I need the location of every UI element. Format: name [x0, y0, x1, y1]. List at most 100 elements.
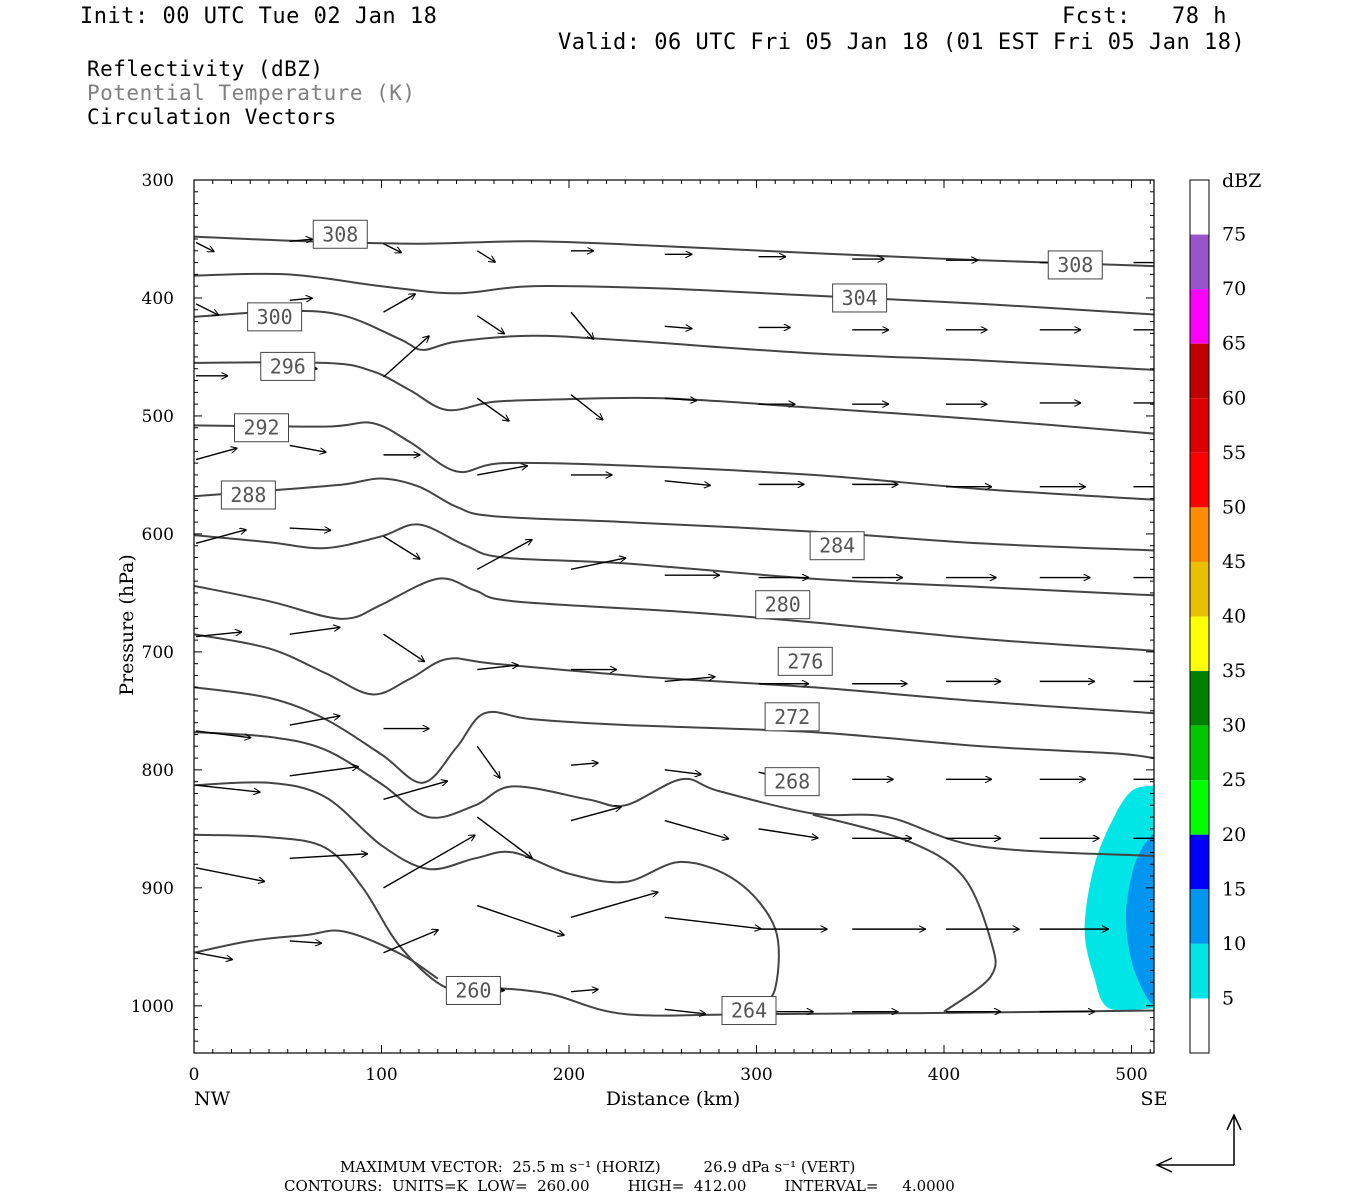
colorbar-label: 25 — [1222, 769, 1246, 791]
colorbar-swatch — [1190, 834, 1209, 890]
contour-label-box — [312, 219, 368, 249]
y-tick-label: 900 — [142, 879, 174, 899]
theta-contour-292 — [194, 421, 1154, 501]
reference-vector-icon — [1155, 1113, 1242, 1173]
y-tick-label: 1000 — [131, 997, 174, 1017]
theta-contour-288 — [194, 477, 1154, 552]
colorbar-swatch — [1190, 398, 1209, 453]
wind-vector — [570, 558, 626, 570]
colorbar-swatch — [1190, 452, 1209, 508]
colorbar-swatch — [1190, 507, 1209, 562]
colorbar-swatch — [1190, 616, 1209, 672]
wind-vector — [195, 952, 233, 960]
wind-vector — [570, 763, 599, 765]
wind-vector — [289, 854, 368, 860]
contour-label: 264 — [731, 999, 767, 1023]
x-tick-label: 200 — [553, 1065, 585, 1085]
y-tick-label: 600 — [142, 525, 174, 545]
contour-label-box — [220, 480, 276, 510]
field-reflectivity: Reflectivity (dBZ) — [87, 57, 324, 81]
colorbar-frame — [1189, 179, 1210, 1054]
wind-vector — [570, 311, 594, 340]
max-vector-note: MAXIMUM VECTOR: 25.5 m s⁻¹ (HORIZ) 26.9 … — [340, 1158, 856, 1176]
wind-vector — [289, 528, 331, 530]
contour-label-box — [809, 531, 865, 561]
contour-label: 288 — [230, 483, 266, 507]
x-axis-label: Distance (km) — [606, 1088, 741, 1110]
wind-vector — [477, 665, 518, 671]
colorbar-swatch — [1190, 343, 1209, 399]
wind-vector — [664, 398, 697, 400]
colorbar-swatch — [1190, 889, 1209, 944]
wind-vector — [195, 241, 214, 253]
y-tick-label: 800 — [142, 761, 174, 781]
wind-vector — [289, 627, 341, 635]
theta-contour-272 — [194, 686, 1154, 784]
colorbar-label: 45 — [1222, 551, 1246, 573]
contour-label-box — [247, 302, 303, 332]
valid-time: Valid: 06 UTC Fri 05 Jan 18 (01 EST Fri … — [558, 30, 1246, 55]
wind-vector — [289, 444, 327, 452]
contour-label-box — [1047, 250, 1103, 280]
wind-vector — [195, 530, 247, 545]
y-tick-label: 500 — [142, 407, 174, 427]
contour-label-box — [234, 413, 289, 443]
y-tick-label: 700 — [142, 643, 174, 663]
wind-vector — [383, 535, 421, 559]
colorbar-swatch — [1190, 780, 1209, 835]
wind-vector — [664, 1008, 706, 1014]
wind-vector — [383, 633, 425, 662]
wind-vector — [476, 397, 509, 421]
wind-vector — [477, 466, 528, 476]
wind-vector — [289, 941, 322, 943]
theta-contours — [194, 235, 1154, 1017]
theta-contour-300 — [194, 309, 1154, 371]
wind-vector — [570, 892, 658, 919]
contour-label-box — [721, 996, 777, 1026]
wind-vector — [476, 250, 495, 263]
wind-vector — [664, 916, 762, 929]
colorbar-label: 60 — [1222, 387, 1246, 409]
wind-vector — [664, 677, 716, 683]
wind-vector — [195, 867, 265, 882]
colorbar-label: 70 — [1222, 278, 1246, 300]
wind-vector — [195, 730, 251, 738]
colorbar-label: 15 — [1222, 878, 1246, 900]
axes: 0 100 200 300 400 500 300 400 500 600 700 800 900 100… — [131, 171, 1154, 1085]
colorbar-label: 50 — [1222, 496, 1246, 518]
x-tick-label: 100 — [365, 1065, 397, 1085]
wind-vector — [664, 326, 693, 328]
colorbar-label: 10 — [1222, 933, 1246, 955]
contour-label: 284 — [819, 534, 855, 558]
colorbar-swatch — [1190, 725, 1209, 781]
contour-label-box — [832, 283, 888, 313]
colorbar-swatch — [1190, 289, 1209, 344]
wind-vector — [195, 448, 237, 461]
contour-label: 272 — [774, 705, 810, 729]
contour-info: CONTOURS: UNITS=K LOW= 260.00 HIGH= 412.… — [284, 1177, 955, 1195]
colorbar-label: 55 — [1222, 442, 1246, 464]
reflectivity-fill — [1084, 785, 1154, 1011]
wind-vector — [664, 769, 702, 775]
colorbar-unit: dBZ — [1222, 170, 1261, 192]
wind-vector — [383, 243, 402, 254]
plot-frame — [193, 179, 1155, 1054]
contour-label: 296 — [270, 354, 306, 378]
contour-label: 268 — [774, 770, 810, 794]
colorbar-label: 65 — [1222, 333, 1246, 355]
wind-vector — [383, 930, 439, 954]
wind-vector — [476, 816, 532, 858]
forecast-hour: Fcst: 78 h — [1062, 4, 1227, 29]
wind-vector — [289, 767, 359, 777]
contour-label: 260 — [455, 978, 491, 1002]
colorbar-label: 40 — [1222, 606, 1246, 628]
x-tick-label: 300 — [740, 1065, 772, 1085]
contour-label: 292 — [243, 416, 279, 440]
x-tick-label: 400 — [928, 1065, 960, 1085]
wind-vector — [383, 336, 430, 378]
field-vectors: Circulation Vectors — [87, 105, 337, 129]
dbz-colorbar: 75 70 65 60 55 50 45 40 35 30 25 20 15 10 5 — [1189, 179, 1246, 1054]
colorbar-swatch — [1190, 234, 1209, 290]
contour-label: 304 — [842, 286, 878, 310]
wind-vector — [758, 828, 819, 838]
